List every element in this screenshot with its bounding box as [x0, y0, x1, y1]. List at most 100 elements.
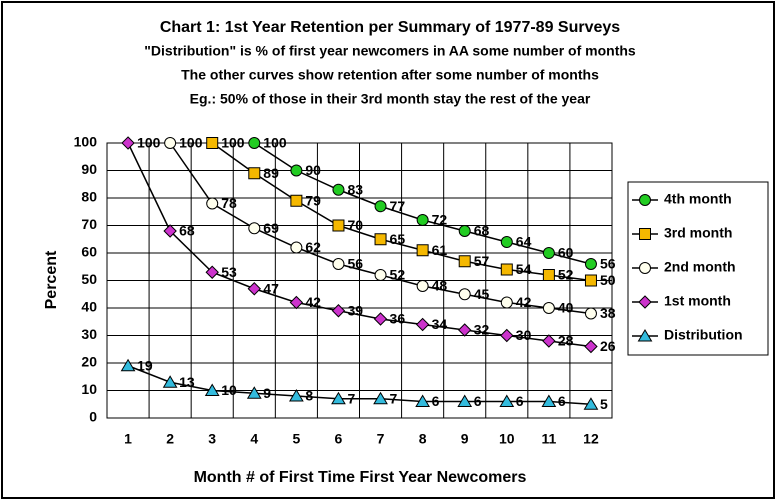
data-label: 56 — [347, 256, 363, 272]
legend-label: 1st month — [664, 293, 731, 309]
data-label: 54 — [516, 261, 532, 277]
point — [542, 302, 555, 314]
point — [289, 295, 304, 310]
x-tick-label: 7 — [377, 431, 385, 447]
point — [204, 383, 220, 396]
point — [374, 200, 387, 213]
data-label: 57 — [474, 253, 490, 269]
data-label: 53 — [221, 264, 237, 280]
subtitle: The other curves show retention after so… — [181, 67, 599, 83]
legend-marker — [639, 228, 651, 240]
point — [584, 258, 597, 270]
x-tick-label: 2 — [166, 431, 174, 447]
data-label: 26 — [600, 338, 616, 354]
point — [290, 194, 303, 207]
point — [415, 394, 431, 407]
y-axis-label: Percent — [43, 250, 60, 309]
legend-marker — [638, 295, 652, 309]
data-label: 79 — [305, 192, 321, 208]
data-label: 38 — [600, 305, 616, 321]
legend-label: Distribution — [664, 327, 743, 343]
data-label: 36 — [390, 311, 406, 327]
data-label: 6 — [516, 393, 524, 409]
x-tick-label: 1 — [124, 431, 132, 447]
chart-title: Chart 1: 1st Year Retention per Summary … — [160, 19, 620, 36]
point — [500, 263, 513, 276]
data-label: 6 — [558, 393, 566, 409]
data-label: 65 — [390, 231, 406, 247]
legend-label: 3rd month — [664, 225, 732, 241]
point — [248, 137, 261, 149]
point — [458, 323, 472, 337]
x-tick-label: 4 — [250, 431, 258, 447]
data-label: 77 — [390, 198, 406, 214]
legend-marker — [639, 262, 651, 274]
point — [248, 167, 261, 180]
point — [290, 164, 303, 177]
data-label: 100 — [179, 135, 203, 151]
data-label: 45 — [474, 286, 490, 302]
data-label: 100 — [221, 135, 245, 151]
subtitle: Eg.: 50% of those in their 3rd month sta… — [190, 91, 591, 107]
y-tick-label: 70 — [81, 216, 97, 232]
point — [205, 265, 219, 279]
data-label: 78 — [221, 195, 237, 211]
legend-label: 2nd month — [664, 259, 736, 275]
point — [162, 375, 178, 388]
x-tick-label: 8 — [419, 431, 427, 447]
point — [246, 386, 262, 399]
data-label: 69 — [263, 220, 279, 236]
data-label: 70 — [347, 217, 363, 233]
data-label: 48 — [432, 278, 448, 294]
point — [373, 312, 388, 326]
series-line — [127, 365, 592, 405]
series-line — [127, 142, 592, 348]
data-label: 52 — [558, 267, 574, 283]
point — [120, 358, 136, 372]
data-label: 72 — [432, 212, 448, 228]
point — [373, 391, 388, 405]
data-label: 64 — [516, 234, 532, 250]
point — [500, 328, 514, 343]
data-label: 40 — [558, 300, 574, 316]
point — [457, 394, 473, 407]
y-tick-label: 0 — [89, 409, 97, 425]
point — [247, 282, 261, 296]
point — [458, 255, 471, 268]
point — [542, 269, 555, 281]
point — [542, 247, 555, 259]
point — [206, 137, 219, 149]
x-tick-label: 11 — [541, 431, 556, 447]
point — [332, 183, 345, 196]
point — [248, 222, 261, 235]
point — [416, 244, 429, 257]
y-tick-label: 60 — [81, 244, 97, 260]
data-label: 100 — [263, 135, 287, 151]
data-label: 34 — [432, 316, 448, 332]
data-label: 6 — [474, 393, 482, 409]
data-label: 61 — [432, 242, 448, 258]
y-tick-label: 80 — [81, 189, 97, 205]
point — [164, 137, 177, 149]
legend-label: 4th month — [664, 191, 732, 207]
data-label: 8 — [305, 388, 313, 404]
point — [542, 334, 556, 348]
data-label: 42 — [305, 294, 321, 310]
data-label: 28 — [558, 333, 574, 349]
point — [416, 214, 429, 226]
x-axis-label: Month # of First Time First Year Newcome… — [194, 469, 527, 486]
legend-marker — [637, 329, 653, 342]
point — [288, 389, 304, 402]
point — [541, 394, 557, 407]
data-label: 50 — [600, 272, 616, 288]
point — [163, 224, 177, 238]
data-label: 56 — [600, 256, 616, 272]
x-tick-label: 9 — [461, 431, 469, 447]
data-label: 19 — [137, 357, 153, 373]
series-line — [211, 142, 592, 282]
y-tick-label: 100 — [74, 134, 98, 150]
data-label: 90 — [305, 162, 321, 178]
point — [374, 269, 387, 281]
y-tick-label: 50 — [81, 271, 97, 287]
